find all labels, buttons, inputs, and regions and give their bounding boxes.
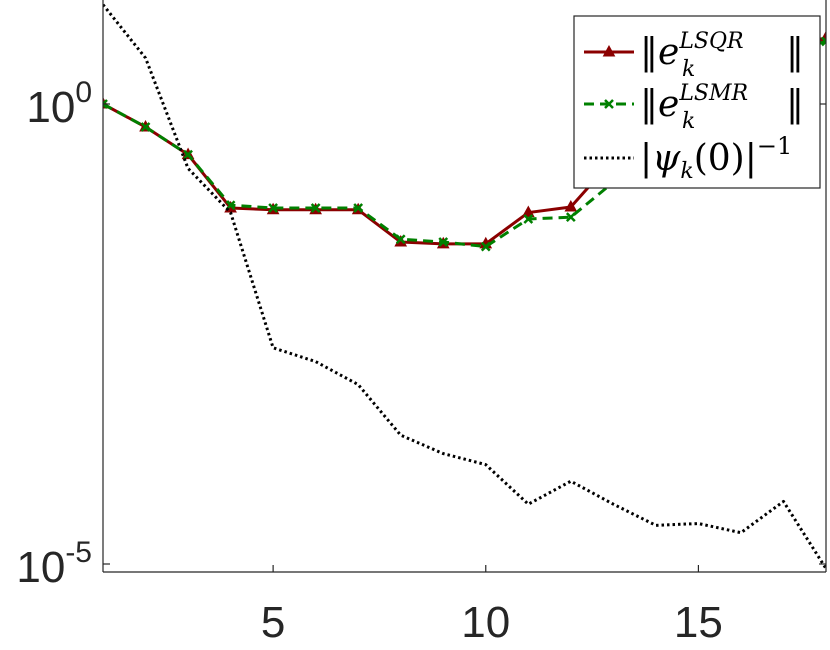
series-1-point-4 — [268, 203, 279, 213]
series-1-point-5 — [310, 203, 321, 213]
series-1-point-7 — [395, 234, 406, 245]
x-tick-label-2: 15 — [674, 598, 723, 647]
series-1-point-6 — [353, 203, 364, 213]
y-tick-label-1: 10-5 — [16, 536, 92, 592]
axes — [102, 0, 827, 573]
legend-box — [573, 15, 821, 189]
series-0-point-11 — [564, 200, 578, 212]
series-1-point-17 — [821, 36, 826, 47]
x-tick-label-1: 10 — [461, 598, 510, 647]
series-1-point-9 — [480, 241, 491, 252]
legend-label-1: ‖eLSMR k ‖ — [640, 81, 804, 134]
legend-label-2: |ψk(0)|−1 — [640, 132, 792, 184]
series-1-point-2 — [183, 149, 193, 160]
legend-item-0: ‖eLSQR k ‖ — [584, 29, 804, 82]
series-2 — [103, 3, 826, 570]
series-0-point-10 — [521, 205, 535, 218]
series-1-point-10 — [523, 214, 534, 224]
series-1-point-8 — [438, 237, 449, 247]
legend-item-1: ‖eLSMR k ‖ — [584, 81, 804, 134]
legend-item-2: |ψk(0)|−1 — [584, 132, 792, 184]
y-tick-label-0: 100 — [26, 76, 92, 132]
series-1-point-11 — [565, 212, 576, 223]
ticks: 5 10 15 100 10-5 — [16, 76, 826, 647]
series-line-2 — [103, 3, 826, 570]
series-1-point-0 — [103, 99, 108, 109]
legend: ‖eLSQR k ‖‖eLSMR k ‖|ψk(0)|−1 — [573, 15, 821, 189]
legend-label-0: ‖eLSQR k ‖ — [640, 29, 804, 82]
x-tick-label-0: 5 — [261, 598, 285, 647]
series-1-point-1 — [140, 122, 151, 132]
